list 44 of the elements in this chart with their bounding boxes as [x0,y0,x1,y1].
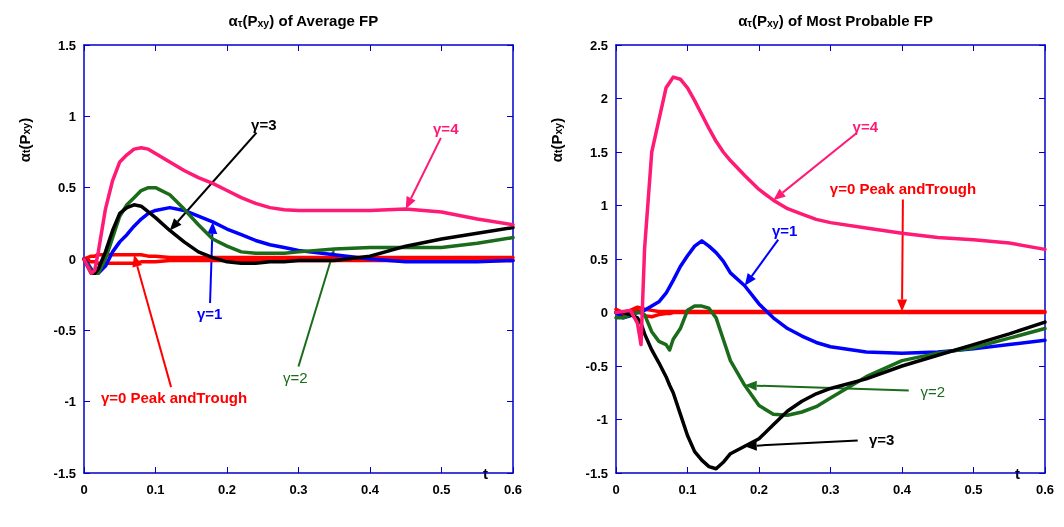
y-tick-label: -1 [596,412,608,427]
chart-title: ατ(Pxy) of Average FP [228,12,379,29]
y-tick-label: 0 [68,251,76,267]
text: γ=3 [868,430,895,448]
text: γ=4 [433,119,460,137]
text: γ=4 [852,117,879,135]
x-tick-label: 0.2 [749,482,769,497]
x-tick-label: 0.1 [146,482,165,497]
x-tick-label: 0.6 [1035,482,1055,497]
x-tick-label: 0.4 [892,482,912,497]
series-label: γ=2 [920,382,945,400]
y-tick-label: -1 [64,394,76,410]
y-tick-label: 0 [600,305,608,320]
y-tick-label: 2 [600,91,608,106]
x-tick-label: 0.1 [678,482,697,497]
text: γ=2 [282,368,308,386]
x-axis-title: t [483,464,488,482]
y-tick-label: 1.5 [57,37,76,53]
chart-title: ατ(Pxy) of Most Probable FP [738,12,933,29]
x-tick-label: 0.6 [503,482,523,497]
x-tick-label: 0.2 [217,482,237,497]
y-tick-label: -0.5 [53,322,76,338]
text: γ=0 Peak andTrough [100,389,248,407]
text: γ=1 [196,305,223,323]
text: γ=1 [771,222,798,240]
x-tick-label: 0 [612,482,620,497]
y-tick-label: -1.5 [585,465,608,481]
y-tick-label: 1.5 [589,144,608,160]
x-tick-label: 0 [80,482,88,497]
text: γ=0 Peak andTrough [829,179,977,197]
y-tick-label: -1.5 [53,465,76,481]
x-tick-label: 0.3 [289,482,308,497]
y-tick-label: 1 [68,108,76,124]
y-tick-label: 0.5 [57,180,76,196]
x-tick-label: 0.4 [360,482,380,497]
y-tick-label: 1 [600,198,608,213]
text: γ=3 [251,115,277,133]
x-tick-label: 0.5 [964,482,983,497]
y-tick-label: -0.5 [585,358,608,374]
x-tick-label: 0.5 [432,482,451,497]
x-axis-title: t [1015,464,1020,482]
x-tick-label: 0.3 [821,482,840,497]
y-tick-label: 2.5 [589,37,608,53]
y-tick-label: 0.5 [589,251,608,267]
